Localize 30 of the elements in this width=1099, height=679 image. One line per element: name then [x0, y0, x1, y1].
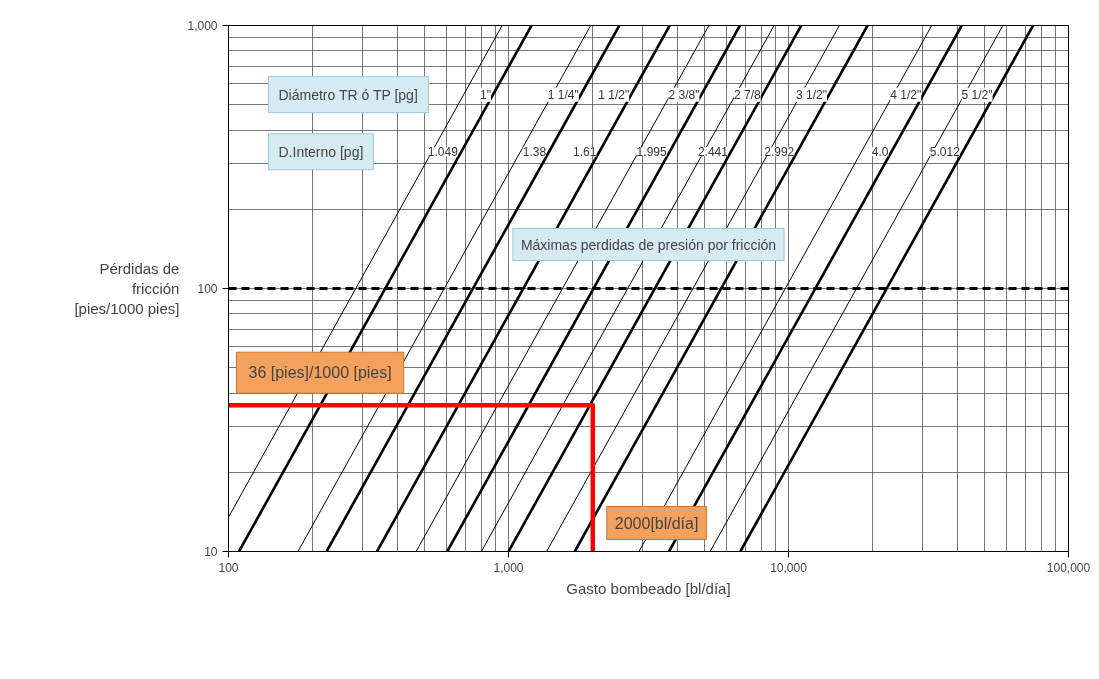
x-tick-label: 100	[218, 560, 239, 575]
y-tick-label: 100	[197, 282, 218, 296]
annotation: 5.012	[929, 145, 961, 160]
annotation: 4.0	[871, 145, 889, 160]
annotation: Diámetro TR ó TP [pg]	[278, 86, 418, 103]
y-axis-title: Pérdidas de fricción [pies/1000 pies]	[74, 259, 180, 318]
x-tick-label: 100,000	[1046, 560, 1091, 575]
y-tick-label: 10	[204, 545, 218, 559]
series-label: 2 3/8"	[668, 87, 700, 102]
series-label: 4 1/2"	[890, 87, 922, 102]
x-tick-label: 10,000	[770, 560, 808, 575]
x-axis-title: Gasto bombeado [bl/día]	[566, 579, 731, 597]
series-label: 1 1/2"	[598, 87, 630, 102]
series-label: 1"	[480, 87, 492, 102]
annotation: 1.049	[427, 145, 459, 160]
series-label: 3 1/2"	[796, 87, 828, 102]
annotation: 36 [pies]/1000 [pies]	[248, 364, 392, 382]
annotation: 2.441	[697, 145, 729, 160]
annotation: 1.61	[573, 145, 597, 160]
ref-line-label: Máximas perdidas de presión por fricción	[520, 236, 777, 253]
series-label: 2 7/8	[734, 87, 762, 102]
annotation: D.Interno [pg]	[278, 143, 364, 160]
y-tick-label: 1,000	[187, 19, 218, 33]
series-label: 1 1/4"	[547, 87, 579, 102]
annotation: 1.38	[522, 145, 547, 160]
annotation: 2.992	[764, 145, 795, 160]
annotation: 2000[bl/día]	[614, 514, 699, 532]
annotation: 1.995	[636, 145, 667, 160]
x-tick-label: 1,000	[493, 560, 524, 575]
series-label: 5 1/2"	[961, 87, 993, 102]
